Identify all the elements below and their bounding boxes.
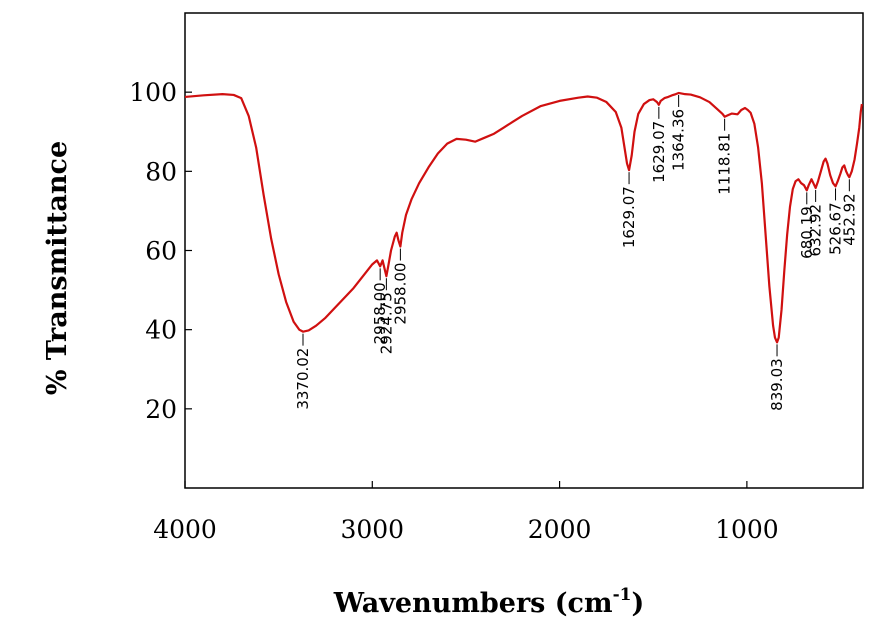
- y-tick-label: 60: [145, 237, 177, 266]
- y-axis-title: % Transmittance: [42, 141, 73, 395]
- x-axis-ticks: 4000 3000 2000 1000: [153, 481, 779, 544]
- peak-label: 839.03: [768, 358, 786, 411]
- peak-label: 3370.02: [294, 348, 312, 410]
- peak-label: 2924.75: [377, 292, 395, 354]
- peak-label: 452.92: [840, 193, 858, 246]
- peak-label: 526.67: [827, 202, 845, 255]
- x-tick-label: 3000: [340, 515, 404, 544]
- x-axis-title-main: Wavenumbers (cm: [333, 588, 613, 619]
- x-axis-title-end: ): [631, 588, 644, 619]
- peak-label: 680.19: [798, 206, 816, 258]
- y-tick-label: 40: [145, 316, 177, 345]
- x-tick-label: 4000: [153, 515, 217, 544]
- peak-label: 1629.07: [650, 121, 668, 183]
- peak-label: 1118.81: [716, 133, 734, 195]
- x-tick-label: 2000: [528, 515, 592, 544]
- peak-label: 1629.07: [620, 186, 638, 248]
- peak-label: 1364.36: [670, 109, 688, 171]
- peak-label: 2958.00: [371, 282, 389, 344]
- y-tick-label: 80: [145, 157, 177, 186]
- x-axis-title-sup: -1: [613, 585, 632, 605]
- y-axis-ticks: 20 40 60 80 100: [129, 78, 192, 424]
- spectrum-line: [184, 91, 863, 344]
- x-axis-title: Wavenumbers (cm-1): [333, 585, 645, 619]
- x-tick-label: 1000: [715, 515, 779, 544]
- plot-frame: [184, 12, 864, 489]
- peak-label: 2958.00: [391, 263, 409, 325]
- peak-label: 632.92: [807, 204, 825, 256]
- y-tick-label: 20: [145, 395, 177, 424]
- y-tick-label: 100: [129, 78, 177, 107]
